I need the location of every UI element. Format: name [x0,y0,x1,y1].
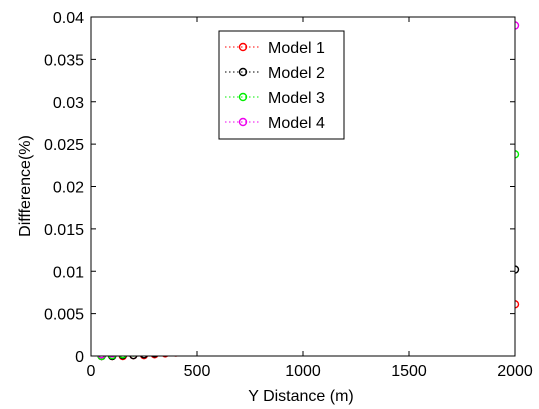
legend-label-3: Model 3 [268,90,325,107]
y-tick-label: 0.025 [44,137,84,154]
x-tick-label: 500 [184,363,211,380]
y-tick-label: 0.005 [44,307,84,324]
legend-marker-4 [238,117,248,127]
y-tick-label: 0.015 [44,222,84,239]
legend-marker-1 [238,42,248,52]
y-tick-label: 0 [75,349,84,366]
x-tick-label: 2000 [497,363,533,380]
legend-marker-3 [238,92,248,102]
x-tick-label: 1000 [285,363,321,380]
legend-marker-2 [238,67,248,77]
legend: Model 1 Model 2 Model 3 Model 4 [218,30,345,140]
y-tick-label: 0.03 [53,95,84,112]
y-tick-label: 0.035 [44,52,84,69]
x-tick-label: 1500 [391,363,427,380]
y-tick-label: 0.01 [53,264,84,281]
y-tick-label: 0.02 [53,180,84,197]
legend-label-1: Model 1 [268,40,325,57]
x-tick-label: 0 [87,363,96,380]
legend-label-2: Model 2 [268,65,325,82]
y-tick-label: 0.04 [53,10,84,27]
x-axis-label: Y Distance (m) [248,388,354,405]
legend-label-4: Model 4 [268,115,325,132]
y-axis-label: Diffference(%) [17,135,34,237]
